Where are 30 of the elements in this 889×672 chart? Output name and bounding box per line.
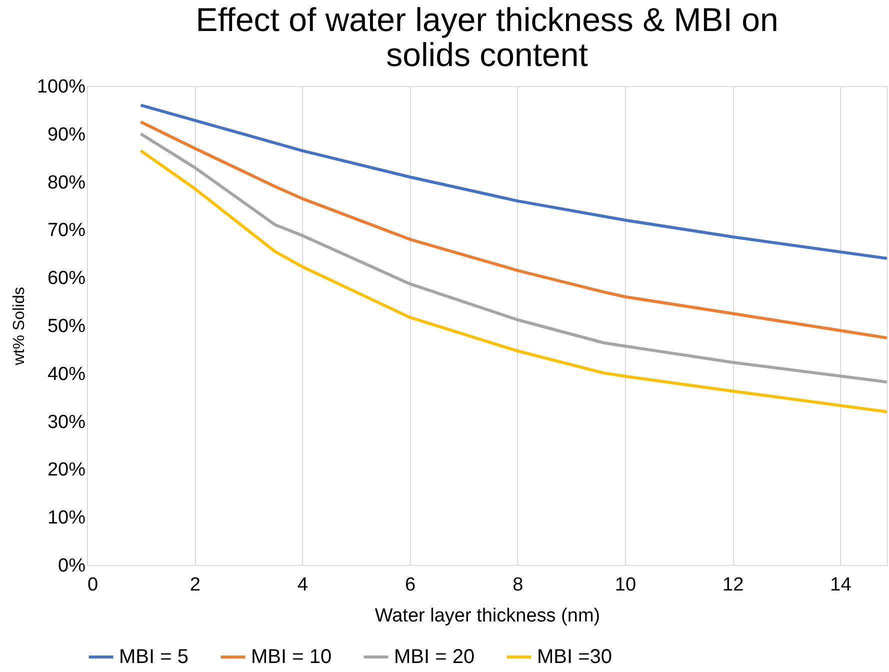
y-tick-label: 20% (47, 460, 86, 481)
y-tick-label: 70% (47, 220, 86, 242)
x-tick-label: 4 (297, 574, 308, 596)
text: Effect of water layer thickness & MBI on (196, 1, 778, 38)
x-tick-label: 12 (722, 574, 744, 596)
y-tick-label: 0% (58, 556, 86, 576)
y-tick-label: 30% (47, 412, 86, 433)
x-tick-label: 8 (512, 574, 524, 596)
legend-label: MBI =30 (537, 646, 612, 668)
line-series (139, 149, 887, 414)
x-tick-label: 10 (614, 574, 636, 596)
y-tick-label: 50% (47, 316, 86, 337)
legend-label: MBI = 10 (251, 646, 332, 668)
x-tick-label: 2 (190, 574, 200, 596)
x-tick-label: 14 (830, 574, 852, 596)
x-axis-title: Water layer thickness (nm) (374, 606, 600, 626)
y-tick-label: 80% (47, 172, 86, 194)
y-tick-label: 40% (47, 364, 86, 385)
y-tick-label: 10% (47, 508, 86, 529)
y-axis-title: wt% Solids (10, 286, 28, 366)
y-tick-label: 90% (47, 124, 86, 146)
legend-label: MBI = 20 (394, 646, 475, 668)
x-tick-label: 0 (88, 574, 98, 596)
line-series (139, 120, 887, 340)
x-tick-label: 6 (405, 574, 416, 596)
line-series (139, 132, 887, 384)
y-tick-label: 60% (47, 268, 86, 290)
legend-label: MBI = 5 (119, 646, 188, 668)
y-tick-label: 100% (36, 76, 86, 98)
line-series (139, 104, 887, 260)
